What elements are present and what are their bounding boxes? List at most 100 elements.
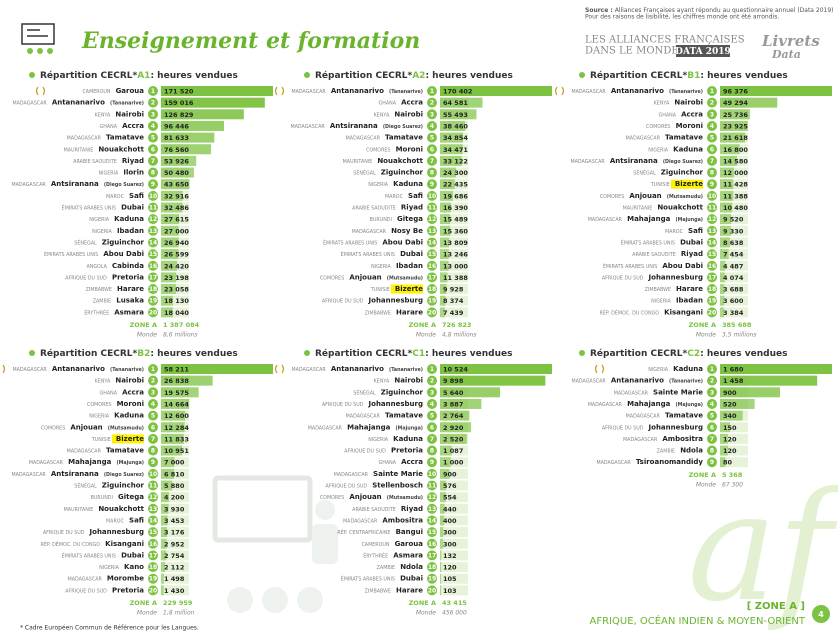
title-part: Répartition CECRL* — [590, 348, 688, 359]
country: COMORES — [320, 275, 344, 281]
rank: 8 — [710, 170, 714, 177]
city: Antsiranana — [51, 470, 99, 478]
value-label: 32 486 — [164, 204, 189, 212]
rank: 14 — [708, 239, 716, 246]
value-label: 1 430 — [164, 587, 185, 595]
value-label: 11 833 — [164, 435, 189, 443]
rank: 16 — [428, 541, 436, 548]
value-label: 11 428 — [723, 181, 748, 189]
rank: 12 — [428, 494, 436, 501]
source: Source : Alliances Françaises ayant répo… — [585, 7, 834, 14]
value-label: 9 928 — [443, 286, 464, 294]
city: Lusaka — [116, 297, 144, 305]
rank: 4 — [430, 401, 434, 408]
city: Ibadan — [396, 262, 423, 270]
rank: 1 — [710, 366, 714, 373]
value-label: 80 — [723, 459, 733, 467]
rank: 9 — [151, 459, 155, 466]
city: Dubai — [400, 575, 423, 583]
value-label: 7 000 — [164, 459, 185, 467]
title-part: B1 — [687, 71, 700, 81]
world-value: 3,5 millions — [722, 332, 757, 339]
bullet — [579, 350, 585, 356]
world-value: 8,6 millions — [163, 332, 198, 339]
city: Moroni — [676, 122, 703, 130]
country: MAURITANIE — [64, 147, 94, 153]
world-label: Monde — [137, 332, 157, 339]
city: Harare — [117, 285, 144, 293]
title-part: A2 — [412, 71, 425, 81]
city: Kaduna — [393, 435, 423, 443]
city: Dubai — [121, 204, 144, 212]
rank: 1 — [430, 366, 434, 373]
rank: 5 — [151, 135, 155, 142]
brand: LES ALLIANCES FRANÇAISES — [585, 35, 745, 46]
detail: (Mutsamudu) — [667, 193, 703, 199]
detail: (Majunga) — [395, 425, 423, 431]
city: Sainte Marie — [373, 470, 423, 478]
value-label: 23 058 — [164, 286, 189, 294]
value-label: 53 926 — [164, 157, 189, 165]
rank: 18 — [428, 286, 436, 293]
rank: 2 — [710, 378, 714, 385]
rank: 5 — [710, 413, 714, 420]
rank: 2 — [430, 378, 434, 385]
country: ANGOLA — [86, 263, 107, 269]
value-label: 24 420 — [164, 262, 189, 270]
value-label: 5 880 — [164, 482, 185, 490]
booklet: Data — [771, 48, 801, 61]
rank: 5 — [430, 413, 434, 420]
rank: 1 — [430, 88, 434, 95]
rank: 7 — [710, 436, 714, 443]
title-part: : heures vendues — [150, 349, 237, 359]
value-label: 900 — [723, 389, 737, 397]
rank: 10 — [149, 471, 157, 478]
rank: 3 — [430, 111, 434, 118]
country: MADAGASCAR — [11, 182, 46, 188]
detail: (Majunga) — [675, 217, 703, 223]
rank: 16 — [149, 541, 157, 548]
country: COMORES — [646, 123, 670, 129]
rank: 3 — [151, 389, 155, 396]
city: Accra — [401, 458, 423, 466]
rank: 4 — [710, 401, 714, 408]
rank: 15 — [149, 251, 157, 258]
rank: 15 — [428, 251, 436, 258]
city: Ibadan — [676, 297, 703, 305]
city: Moroni — [117, 400, 144, 408]
bullet — [579, 72, 585, 78]
chart-title: Répartition CECRL*C2: heures vendues — [590, 348, 787, 359]
city: Ndola — [400, 563, 423, 571]
city: Bizerte — [395, 285, 423, 293]
rank: 3 — [710, 389, 714, 396]
rank: 6 — [151, 146, 155, 153]
city: Pretoria — [112, 586, 144, 594]
rank: 15 — [149, 529, 157, 536]
rank: 7 — [151, 436, 155, 443]
value-label: 2 754 — [164, 552, 185, 560]
bullet — [29, 350, 35, 356]
country: AFRIQUE DU SUD — [322, 401, 364, 407]
country: MADAGASCAR — [346, 413, 381, 419]
footnote: * Cadre Européen Commun de Référence pou… — [20, 625, 199, 632]
value-label: 81 633 — [164, 134, 189, 142]
rank: 20 — [149, 587, 157, 594]
value-label: 23 925 — [723, 122, 748, 130]
value-label: 171 520 — [164, 88, 194, 96]
country: ARABIE SAOUDITE — [352, 506, 396, 512]
city: Moroni — [396, 145, 423, 153]
rank: 16 — [708, 263, 716, 270]
country: MAURITANIE — [64, 506, 94, 512]
rank: 13 — [149, 506, 157, 513]
city: Antsiranana — [330, 122, 378, 130]
value-label: 4 487 — [723, 262, 743, 270]
value-label: 10 951 — [164, 447, 189, 455]
page-number: 4 — [818, 610, 824, 619]
title-part: Répartition CECRL* — [40, 348, 138, 359]
country: GHANA — [379, 460, 397, 466]
rank: 17 — [708, 274, 716, 281]
value-label: 34 854 — [443, 134, 468, 142]
value-label: 18 040 — [164, 309, 189, 317]
rank: 19 — [428, 298, 436, 305]
city: Anjouan — [70, 423, 102, 431]
